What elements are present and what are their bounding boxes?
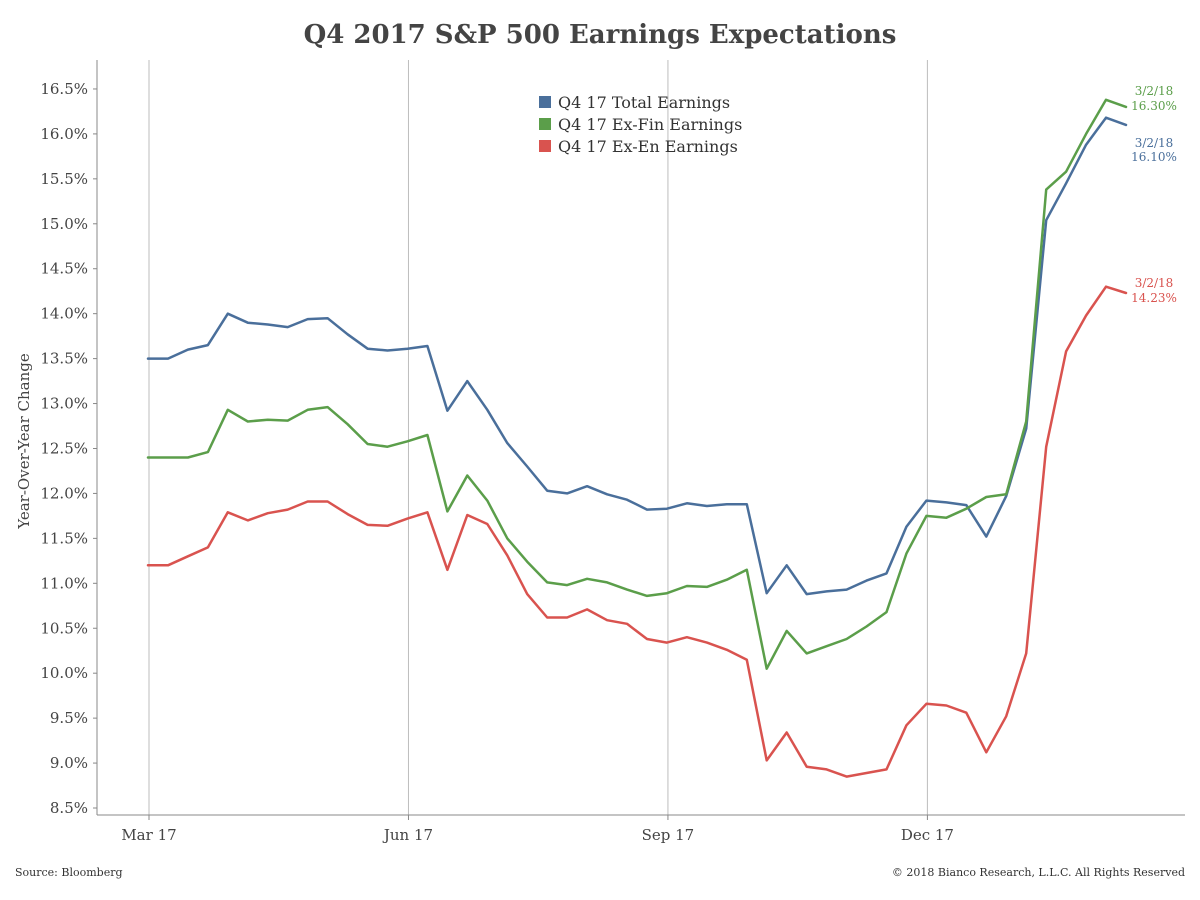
end-label-date-2: 3/2/18 (1135, 84, 1174, 98)
legend-label-1: Q4 17 Total Earnings (558, 93, 730, 112)
x-tick-label: Mar 17 (121, 826, 176, 844)
x-tick-label: Dec 17 (901, 826, 954, 844)
end-label-value-1: 16.10% (1131, 150, 1177, 164)
y-axis-ticks: 8.5% 9.0% 9.5% 10.0% 10.5% 11.0% 11.5% 12.0% 12.… (40, 80, 97, 817)
y-tick-label: 12.5% (40, 439, 88, 457)
y-tick-label: 11.0% (40, 574, 88, 592)
y-tick-label: 9.5% (50, 709, 88, 727)
y-tick-label: 13.0% (40, 395, 88, 413)
series-line-2 (146, 98, 1128, 670)
y-tick-label: 10.0% (40, 664, 88, 682)
series-line-1 (146, 116, 1128, 596)
legend: Q4 17 Total Earnings Q4 17 Ex-Fin Earning… (539, 93, 742, 156)
y-tick-label: 8.5% (50, 799, 88, 817)
y-tick-label: 10.5% (40, 619, 88, 637)
copyright-note: © 2018 Bianco Research, L.L.C. All Right… (892, 866, 1185, 879)
y-tick-label: 14.5% (40, 260, 88, 278)
source-note: Source: Bloomberg (15, 866, 123, 879)
x-axis-ticks: Mar 17 Jun 17 Sep 17 Dec 17 (121, 815, 954, 844)
axes (96, 60, 1185, 816)
legend-swatch-1 (539, 96, 551, 108)
y-tick-label: 15.5% (40, 170, 88, 188)
legend-label-3: Q4 17 Ex-En Earnings (558, 137, 738, 156)
y-tick-label: 15.0% (40, 215, 88, 233)
y-tick-label: 14.0% (40, 305, 88, 323)
y-tick-label: 13.5% (40, 350, 88, 368)
end-label-value-2: 16.30% (1131, 99, 1177, 113)
end-label-date-3: 3/2/18 (1135, 276, 1174, 290)
x-tick-label: Jun 17 (382, 826, 433, 844)
series-lines (146, 98, 1128, 778)
series-line-3 (146, 285, 1128, 778)
grid-lines (148, 60, 928, 815)
end-label-value-3: 14.23% (1131, 291, 1177, 305)
y-tick-label: 16.0% (40, 125, 88, 143)
y-tick-label: 11.5% (40, 529, 88, 547)
y-tick-label: 9.0% (50, 754, 88, 772)
end-label-date-1: 3/2/18 (1135, 136, 1174, 150)
x-tick-label: Sep 17 (642, 826, 695, 844)
legend-label-2: Q4 17 Ex-Fin Earnings (558, 115, 742, 134)
y-axis-label: Year-Over-Year Change (15, 353, 33, 530)
y-tick-label: 12.0% (40, 484, 88, 502)
y-tick-label: 16.5% (40, 80, 88, 98)
legend-swatch-3 (539, 140, 551, 152)
chart-title: Q4 2017 S&P 500 Earnings Expectations (304, 20, 897, 50)
legend-swatch-2 (539, 118, 551, 130)
